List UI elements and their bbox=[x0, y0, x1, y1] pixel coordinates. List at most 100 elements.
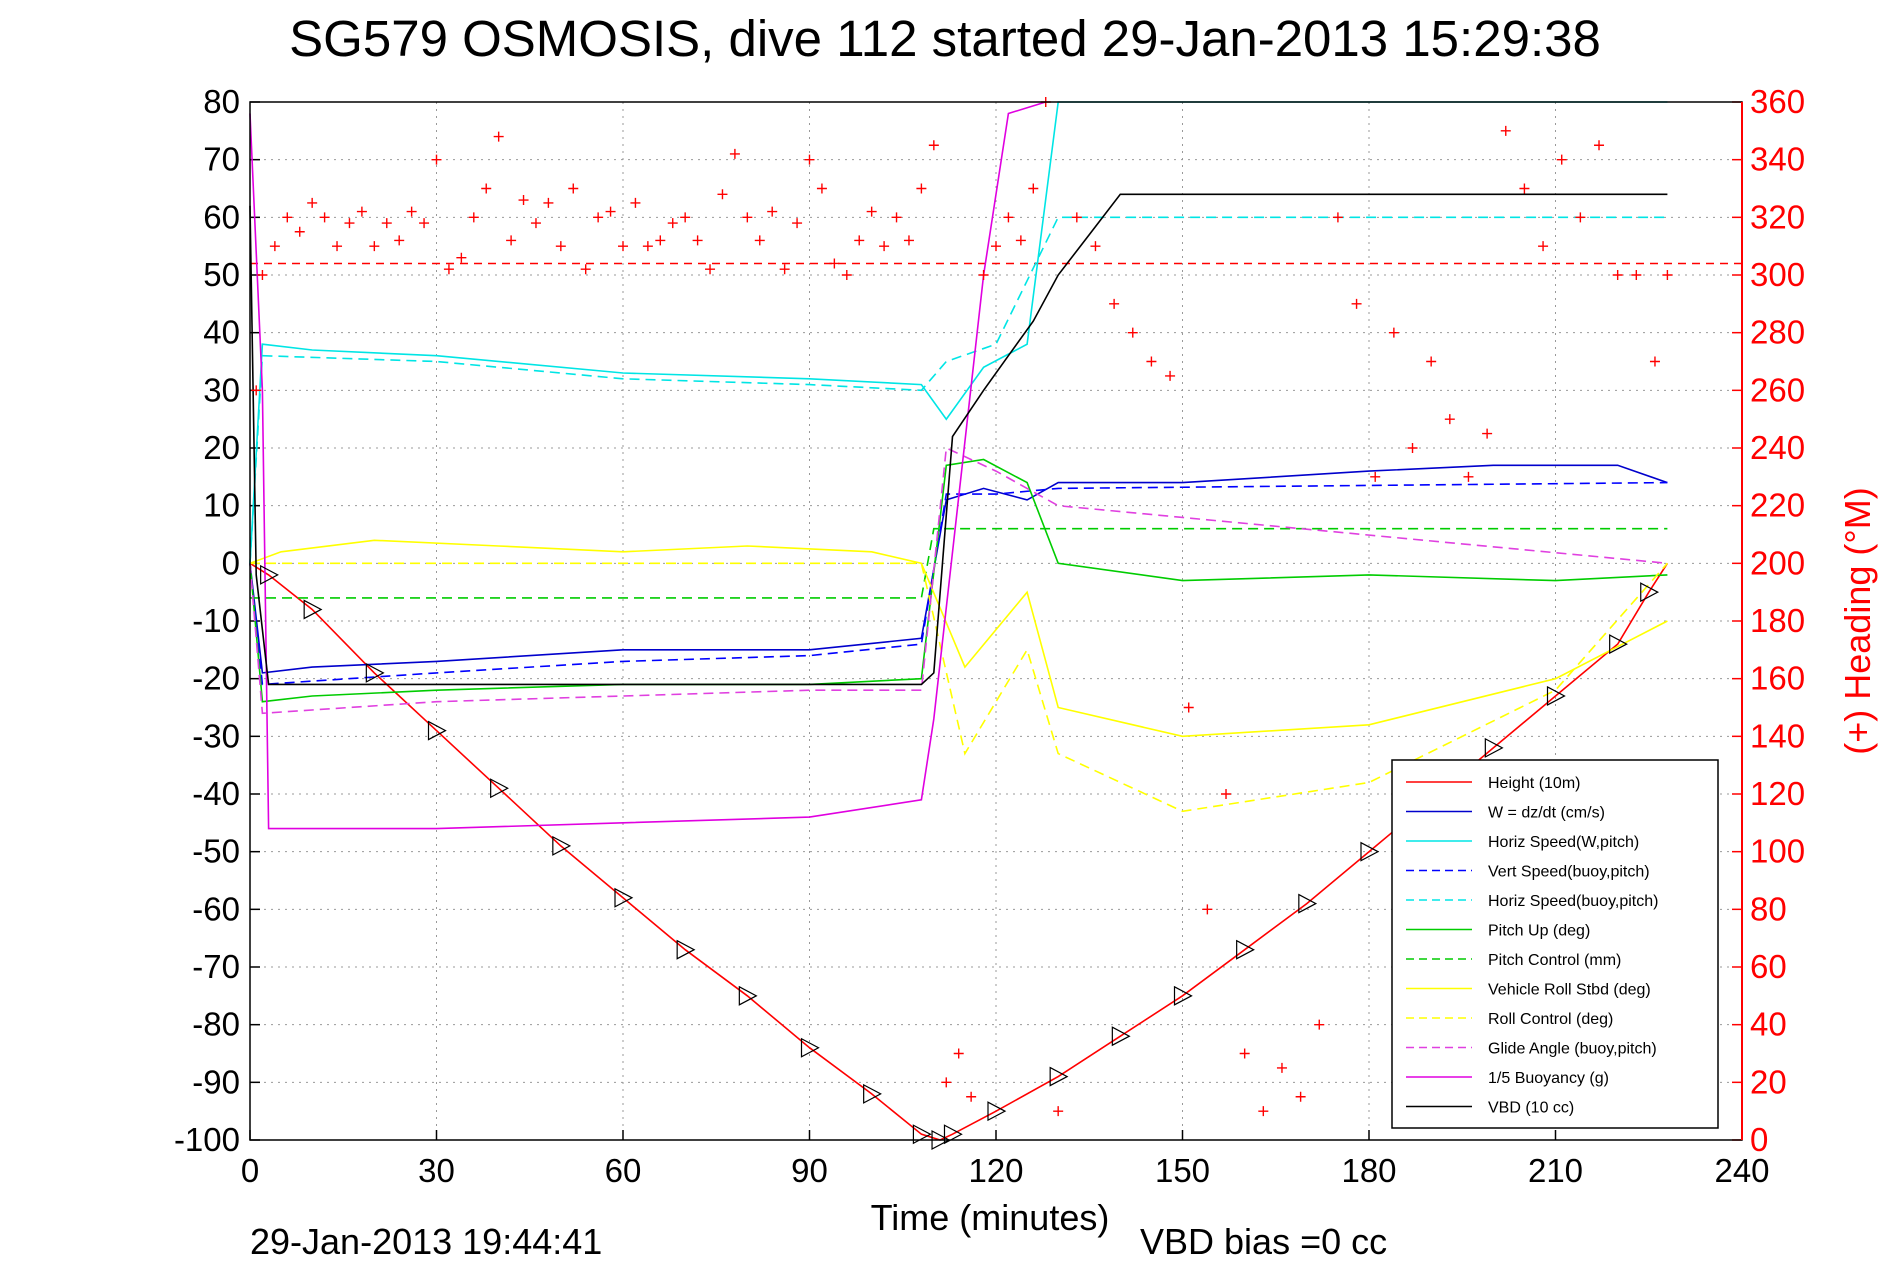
heading-point bbox=[1631, 270, 1642, 280]
plot-series bbox=[249, 101, 1742, 1150]
depth-marker bbox=[365, 662, 385, 683]
right-axis-label: (+) Heading (°M) bbox=[1837, 487, 1878, 754]
y-right-tick-label: 340 bbox=[1750, 141, 1805, 178]
y-right-tick-label: 120 bbox=[1750, 775, 1805, 812]
heading-point bbox=[829, 258, 840, 269]
heading-point bbox=[481, 183, 492, 194]
heading-point bbox=[568, 183, 579, 194]
heading-point bbox=[742, 212, 753, 223]
heading-point bbox=[1556, 154, 1567, 165]
depth-marker bbox=[912, 1124, 932, 1145]
heading-point bbox=[729, 148, 740, 159]
heading-point bbox=[841, 270, 852, 280]
legend-label-1: W = dz/dt (cm/s) bbox=[1488, 805, 1605, 822]
depth-marker bbox=[800, 1037, 820, 1058]
depth-marker bbox=[1111, 1026, 1131, 1047]
depth-marker bbox=[614, 887, 634, 908]
y-tick-label: -30 bbox=[192, 717, 240, 754]
heading-point bbox=[1015, 235, 1026, 246]
x-tick-label: 240 bbox=[1714, 1152, 1769, 1189]
y-tick-label: 30 bbox=[203, 371, 240, 408]
heading-point bbox=[1594, 140, 1605, 151]
heading-point bbox=[642, 241, 653, 252]
x-axis-label: Time (minutes) bbox=[871, 1197, 1110, 1238]
heading-point bbox=[332, 241, 343, 252]
y-right-tick-label: 240 bbox=[1750, 429, 1805, 466]
depth-marker bbox=[260, 564, 279, 585]
x-tick-label: 120 bbox=[968, 1152, 1023, 1189]
y-tick-label: -90 bbox=[192, 1063, 240, 1100]
footer-vbd-bias: VBD bias =0 cc bbox=[1140, 1221, 1387, 1262]
y-tick-label: 20 bbox=[203, 429, 240, 466]
heading-point bbox=[419, 218, 430, 229]
heading-point bbox=[269, 241, 280, 252]
legend-box bbox=[1391, 759, 1719, 1129]
depth-marker bbox=[1609, 634, 1628, 655]
heading-point bbox=[1127, 327, 1138, 338]
heading-point bbox=[916, 183, 927, 194]
right-tick-labels: 3603403203002802602402202001801601401201… bbox=[1750, 83, 1805, 1158]
heading-point bbox=[1003, 212, 1014, 223]
depth-marker bbox=[943, 1124, 963, 1145]
depth-marker bbox=[1173, 985, 1193, 1006]
x-tick-label: 60 bbox=[605, 1152, 642, 1189]
heading-point bbox=[1183, 702, 1194, 713]
legend-label-3: Vert Speed(buoy,pitch) bbox=[1488, 864, 1650, 881]
y-tick-label: -100 bbox=[174, 1121, 240, 1158]
heading-point bbox=[1221, 789, 1232, 799]
series-line-2 bbox=[249, 101, 1668, 564]
y-tick-label: -50 bbox=[192, 833, 240, 870]
heading-point bbox=[1053, 1106, 1064, 1117]
heading-point bbox=[1109, 298, 1120, 309]
heading-point bbox=[1575, 212, 1586, 223]
heading-point bbox=[692, 235, 703, 246]
heading-point bbox=[394, 235, 405, 246]
heading-point bbox=[754, 235, 765, 246]
depth-marker bbox=[303, 599, 323, 620]
legend-label-11: VBD (10 cc) bbox=[1488, 1100, 1574, 1117]
heading-point bbox=[605, 206, 616, 217]
heading-point bbox=[1276, 1062, 1287, 1073]
heading-point bbox=[344, 218, 355, 229]
heading-point bbox=[506, 235, 517, 246]
heading-point bbox=[1463, 471, 1474, 482]
legend-label-10: 1/5 Buoyancy (g) bbox=[1488, 1070, 1609, 1087]
heading-point bbox=[1649, 356, 1660, 367]
y-tick-label: 10 bbox=[203, 487, 240, 524]
x-tick-label: 0 bbox=[241, 1152, 259, 1189]
heading-point bbox=[978, 270, 989, 280]
y-right-tick-label: 220 bbox=[1750, 487, 1805, 524]
y-tick-label: -70 bbox=[192, 948, 240, 985]
heading-point bbox=[593, 212, 604, 223]
heading-point bbox=[456, 252, 467, 263]
heading-point bbox=[1500, 125, 1511, 136]
heading-point bbox=[655, 235, 666, 246]
heading-point bbox=[705, 264, 716, 275]
heading-point bbox=[1090, 241, 1101, 252]
y-tick-label: 40 bbox=[203, 314, 240, 351]
heading-point bbox=[1165, 370, 1176, 381]
heading-point bbox=[953, 1048, 964, 1059]
heading-point bbox=[804, 154, 815, 165]
y-tick-label: -60 bbox=[192, 890, 240, 927]
depth-marker bbox=[1360, 841, 1380, 862]
y-right-tick-label: 320 bbox=[1750, 198, 1805, 235]
depth-marker bbox=[490, 778, 509, 799]
series-line-8 bbox=[250, 562, 1669, 813]
depth-marker bbox=[1298, 893, 1318, 914]
series-line-6 bbox=[250, 527, 1668, 599]
heading-point bbox=[1351, 298, 1362, 309]
legend-label-4: Horiz Speed(buoy,pitch) bbox=[1488, 893, 1658, 910]
heading-point bbox=[903, 235, 914, 246]
x-tick-label: 180 bbox=[1341, 1152, 1396, 1189]
heading-point bbox=[816, 183, 827, 194]
heading-point bbox=[667, 218, 678, 229]
legend: Height (10m) W = dz/dt (cm/s) Horiz Speed(… bbox=[1391, 759, 1719, 1129]
depth-marker bbox=[1484, 737, 1504, 758]
legend-label-0: Height (10m) bbox=[1488, 775, 1580, 792]
heading-point bbox=[257, 270, 268, 280]
y-right-tick-label: 180 bbox=[1750, 602, 1805, 639]
heading-point bbox=[866, 206, 877, 217]
y-right-tick-label: 60 bbox=[1750, 948, 1787, 985]
